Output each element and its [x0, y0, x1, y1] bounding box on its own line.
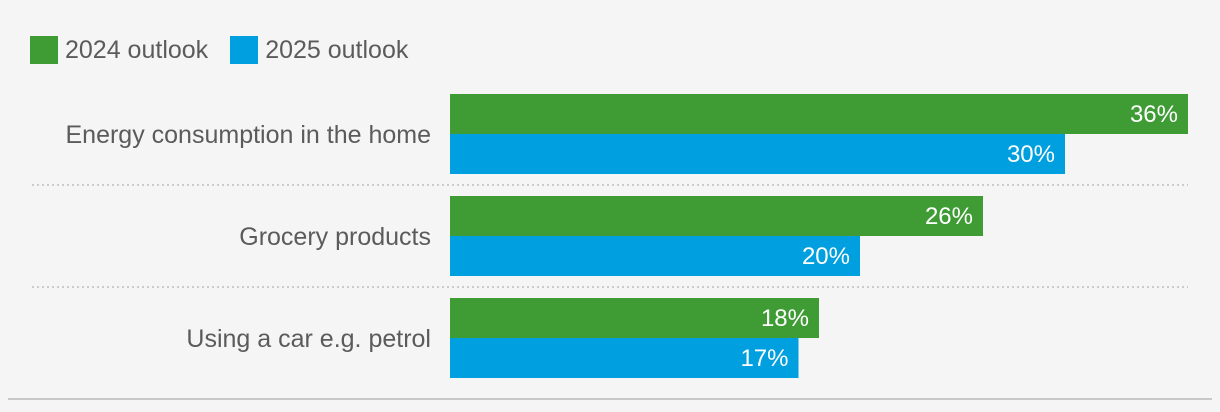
data-label: 30% — [1007, 141, 1055, 168]
category-label: Grocery products — [239, 223, 431, 251]
category-label: Energy consumption in the home — [66, 121, 432, 149]
legend-item-2024: 2024 outlook — [30, 36, 208, 64]
legend-item-2025: 2025 outlook — [230, 36, 408, 64]
data-label: 17% — [740, 345, 788, 372]
legend-swatch-2024 — [30, 36, 58, 64]
data-label: 18% — [761, 305, 809, 332]
bar-2024-outlook-1 — [450, 94, 1188, 134]
legend-label-2024: 2024 outlook — [65, 36, 209, 64]
bar-2025-outlook-1 — [450, 134, 1065, 174]
bar-2025-outlook-2 — [450, 236, 860, 276]
data-label: 36% — [1130, 101, 1178, 128]
bar-2025-outlook-3 — [450, 338, 799, 378]
bar-2024-outlook-3 — [450, 298, 819, 338]
chart-legend: 2024 outlook 2025 outlook — [30, 36, 408, 64]
legend-label-2025: 2025 outlook — [265, 36, 409, 64]
data-label: 20% — [802, 243, 850, 270]
legend-swatch-2025 — [230, 36, 259, 64]
category-label: Using a car e.g. petrol — [186, 325, 431, 353]
bar-2024-outlook-2 — [450, 196, 983, 236]
data-label: 26% — [925, 203, 973, 230]
